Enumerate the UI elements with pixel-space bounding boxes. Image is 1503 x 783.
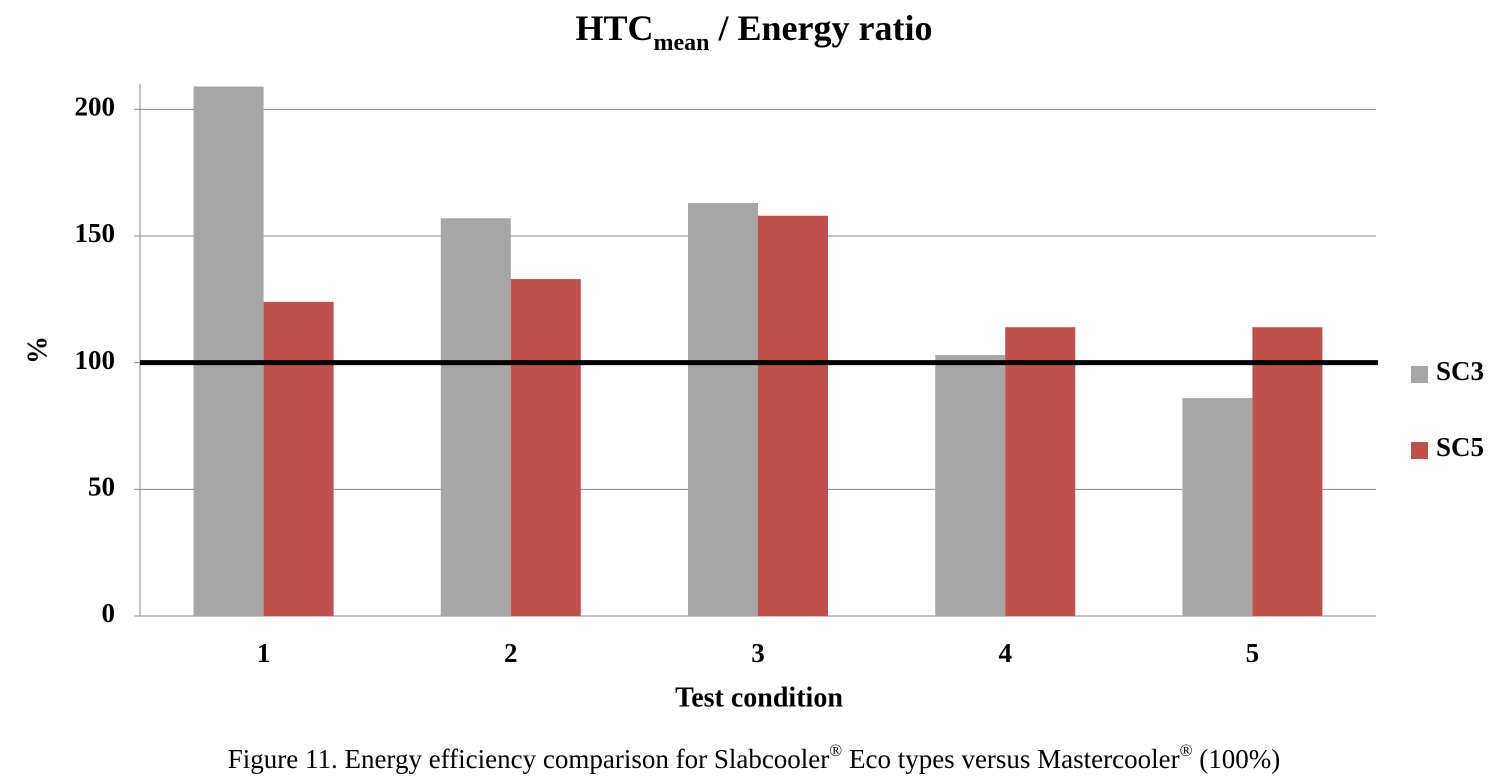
x-axis-label: Test condition xyxy=(675,682,843,713)
caption-sup: ® xyxy=(1180,741,1193,760)
title-main: HTC xyxy=(576,8,654,48)
bar xyxy=(1252,327,1323,616)
bar xyxy=(263,301,334,616)
bar xyxy=(1005,327,1076,616)
y-tick-label: 50 xyxy=(88,472,115,502)
y-axis-label: % xyxy=(22,336,53,364)
caption-text: (100%) xyxy=(1193,744,1281,774)
x-tick-label: 4 xyxy=(998,638,1012,668)
chart-title: HTCmean / Energy ratio xyxy=(576,8,933,55)
legend-swatch xyxy=(1411,442,1428,459)
caption-text: Figure 11. Energy efficiency comparison … xyxy=(228,744,830,774)
title-rest: / Energy ratio xyxy=(710,8,933,48)
legend-swatch xyxy=(1411,366,1428,383)
caption-sup: ® xyxy=(829,741,842,760)
bar xyxy=(510,279,581,616)
bar xyxy=(688,203,758,617)
bar xyxy=(1182,398,1253,616)
y-tick-label: 0 xyxy=(102,598,116,628)
x-tick-label: 5 xyxy=(1246,638,1260,668)
y-tick-label: 200 xyxy=(75,92,116,122)
x-tick-label: 1 xyxy=(257,638,271,668)
x-tick-label: 3 xyxy=(751,638,765,668)
legend-label: SC3 xyxy=(1436,356,1484,386)
y-tick-label: 150 xyxy=(75,218,116,248)
caption: Figure 11. Energy efficiency comparison … xyxy=(228,741,1281,774)
bar xyxy=(440,218,511,616)
bar xyxy=(935,355,1006,616)
legend-label: SC5 xyxy=(1436,432,1484,462)
bar xyxy=(193,86,264,617)
y-tick-label: 100 xyxy=(75,345,116,375)
x-tick-label: 2 xyxy=(504,638,518,668)
bar xyxy=(758,215,828,616)
title-subscript: mean xyxy=(654,30,710,56)
caption-text: Eco types versus Mastercooler xyxy=(842,744,1179,774)
